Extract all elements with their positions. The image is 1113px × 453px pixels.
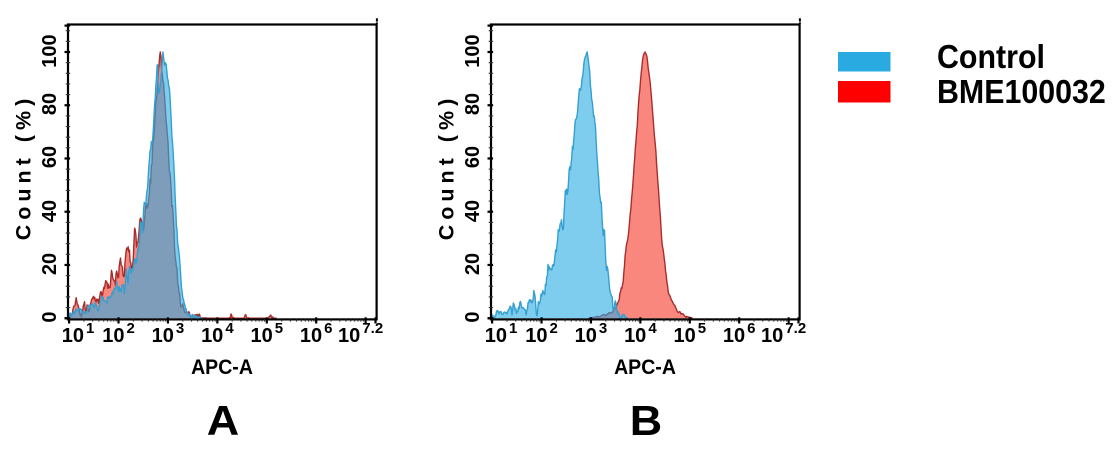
y-tick-label: 40 xyxy=(38,199,61,222)
legend-label-control: Control xyxy=(937,37,1045,75)
y-tick-label: 0 xyxy=(461,311,484,323)
y-tick-label: 100 xyxy=(461,34,484,68)
x-tick-exp: 2 xyxy=(549,319,558,337)
y-axis-title: Count (%) xyxy=(433,93,458,240)
panel-letter-B: B xyxy=(630,397,663,444)
x-axis-title: APC-A xyxy=(191,356,254,379)
legend-label-bme100032: BME100032 xyxy=(937,72,1106,110)
corner-dash-upper xyxy=(375,18,378,22)
x-tick-label: 10 2 xyxy=(525,321,558,347)
y-tick-label: 20 xyxy=(38,252,61,276)
y-tick-label: 80 xyxy=(461,93,484,116)
x-tick-base: 10 xyxy=(299,324,323,347)
x-tick-label: 10 7.2 xyxy=(338,321,383,347)
x-tick-label: 10 5 xyxy=(673,321,706,347)
y-tick-label: 0 xyxy=(38,311,61,323)
y-tick-label: 60 xyxy=(38,146,61,169)
histogram-fill-control-B xyxy=(492,52,628,319)
x-tick-base: 10 xyxy=(250,324,273,347)
histogram-outline-control-B xyxy=(491,51,629,319)
x-tick-exp: 6 xyxy=(747,319,756,337)
x-tick-label: 10 4 xyxy=(201,321,234,347)
x-tick-label: 10 4 xyxy=(624,321,657,347)
y-tick-label: 20 xyxy=(461,252,484,276)
corner-dash-lower xyxy=(375,22,378,24)
legend-swatch-bme100032 xyxy=(838,81,891,103)
x-tick-base: 10 xyxy=(201,324,224,347)
x-tick-exp: 7.2 xyxy=(362,319,384,337)
x-tick-base: 10 xyxy=(624,324,647,347)
x-tick-label: 10 6 xyxy=(299,321,333,347)
x-tick-base: 10 xyxy=(761,324,784,347)
x-axis-title: APC-A xyxy=(614,356,677,379)
x-tick-exp: 3 xyxy=(175,319,185,337)
x-tick-base: 10 xyxy=(484,324,508,347)
y-tick-label: 40 xyxy=(461,199,484,222)
x-tick-base: 10 xyxy=(574,324,597,347)
histogram-outline-control-A xyxy=(68,51,203,319)
x-tick-base: 10 xyxy=(102,324,125,347)
x-tick-label: 10 5 xyxy=(250,321,283,347)
x-tick-base: 10 xyxy=(151,324,174,347)
x-tick-exp: 4 xyxy=(648,319,657,337)
x-tick-exp: 1 xyxy=(509,319,518,337)
x-tick-exp: 5 xyxy=(697,319,707,337)
x-tick-label: 10 1 xyxy=(61,321,95,347)
histogram-fill-control-A xyxy=(69,52,203,319)
x-tick-exp: 2 xyxy=(126,319,135,337)
y-tick-label: 60 xyxy=(461,146,484,169)
x-tick-base: 10 xyxy=(525,324,548,347)
y-tick-label: 100 xyxy=(38,34,61,68)
x-tick-exp: 7.2 xyxy=(785,319,807,337)
y-axis-title: Count (%) xyxy=(10,93,35,240)
x-tick-base: 10 xyxy=(673,324,696,347)
x-tick-label: 10 2 xyxy=(102,321,135,347)
legend-swatch-control xyxy=(838,52,891,72)
x-tick-exp: 4 xyxy=(225,319,234,337)
corner-dash-lower xyxy=(798,22,801,24)
x-tick-exp: 5 xyxy=(274,319,284,337)
x-tick-label: 10 7.2 xyxy=(761,321,806,347)
x-tick-base: 10 xyxy=(338,324,361,347)
x-tick-label: 10 3 xyxy=(574,321,608,347)
panel-letter-A: A xyxy=(207,397,240,444)
x-tick-label: 10 6 xyxy=(722,321,756,347)
y-tick-label: 80 xyxy=(38,93,61,116)
x-tick-base: 10 xyxy=(61,324,85,347)
x-tick-label: 10 1 xyxy=(484,321,518,347)
corner-dash-upper xyxy=(798,18,801,22)
x-tick-exp: 6 xyxy=(324,319,333,337)
histogram-fill-bme100032-B xyxy=(588,52,693,319)
axis-box-A xyxy=(66,23,378,321)
x-tick-label: 10 3 xyxy=(151,321,185,347)
x-tick-exp: 1 xyxy=(86,319,95,337)
axis-box-B xyxy=(489,23,801,321)
x-tick-exp: 3 xyxy=(598,319,608,337)
x-tick-base: 10 xyxy=(722,324,746,347)
